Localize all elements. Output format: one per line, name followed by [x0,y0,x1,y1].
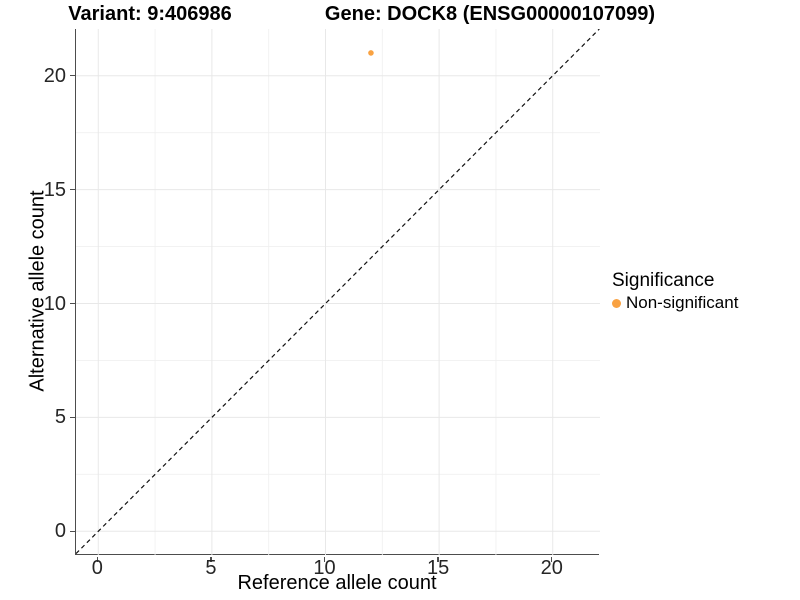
y-tick-mark [69,188,75,191]
x-tick-mark [210,556,212,562]
y-tick-mark [69,416,75,419]
data-point [368,50,374,56]
identity-line [76,29,600,555]
x-tick-label: 20 [540,557,563,579]
plot-panel [75,29,600,555]
legend-item-label: Non-significant [626,293,739,312]
y-tick-label: 10 [43,292,66,315]
x-tick-label: 0 [91,557,103,579]
x-tick-mark [550,556,553,562]
legend-item: Non-significant [612,292,738,314]
legend: Significance Non-significant [612,270,738,314]
y-tick-label: 0 [54,520,66,543]
x-tick-label: 5 [205,557,217,579]
y-tick-mark [69,302,75,305]
plot-canvas [76,29,600,555]
x-tick-mark [96,556,99,562]
legend-title: Significance [612,270,715,291]
variant-title: Variant: 9:406986 [68,3,232,25]
y-tick-mark [69,530,75,533]
x-tick-label: 15 [426,557,450,579]
x-axis-title: Reference allele count [237,572,437,594]
gene-title: Gene: DOCK8 (ENSG00000107099) [324,3,656,25]
x-tick-mark [323,556,326,562]
legend-items: Non-significant [612,292,738,314]
x-tick-label: 10 [313,557,336,579]
y-axis-title: Alternative allele count [26,190,49,392]
y-tick-label: 15 [43,178,66,201]
y-tick-label: 20 [43,64,66,87]
legend-point-icon [612,298,621,308]
x-tick-mark [437,556,439,562]
y-tick-mark [69,74,75,77]
y-tick-label: 5 [54,406,66,429]
